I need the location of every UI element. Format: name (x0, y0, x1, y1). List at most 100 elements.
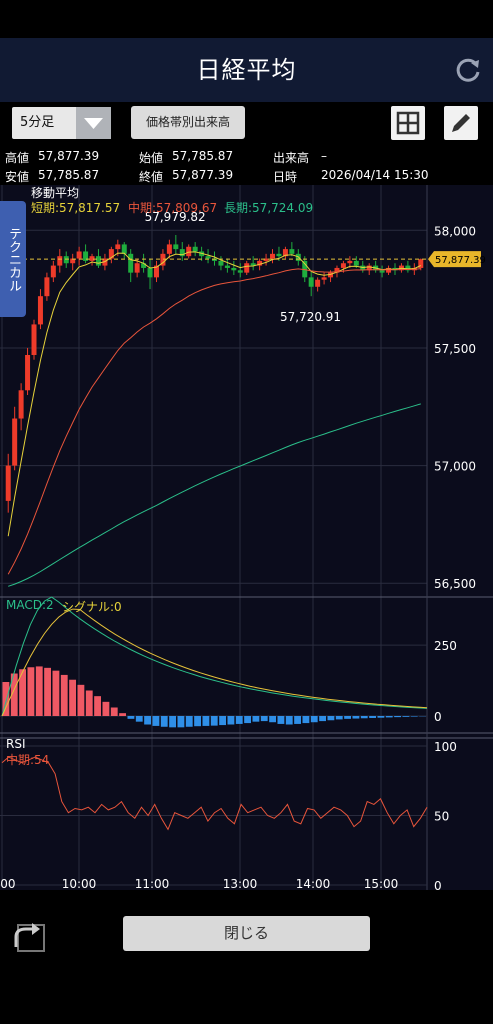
candle-body (70, 258, 76, 264)
candle-body (50, 265, 56, 278)
candle-body (147, 267, 153, 278)
pencil-icon[interactable] (444, 106, 478, 140)
candle-body (263, 258, 269, 261)
macd-bar (202, 716, 210, 726)
candle-body (166, 244, 172, 254)
rsi-tick-label: 100 (434, 740, 457, 754)
macd-bar (269, 716, 276, 723)
macd-bar (227, 716, 235, 725)
candle-body (244, 263, 250, 273)
macd-tick-label: 0 (434, 710, 442, 724)
candle-body (5, 465, 11, 501)
macd-bar (410, 716, 418, 717)
signal-line (1, 608, 428, 717)
price-band-volume-button[interactable]: 価格帯別出来高 (131, 106, 245, 139)
ma-short-line (7, 251, 422, 537)
candle-body (205, 256, 211, 259)
macd-bar (244, 716, 251, 724)
macd-bar (294, 716, 301, 724)
macd-line (1, 596, 428, 717)
macd-bar (302, 716, 310, 724)
candle-body (63, 256, 69, 264)
open-value: 57,785.87 (172, 149, 234, 163)
current-price-tag (428, 251, 481, 268)
candle-body (237, 270, 243, 273)
page-title: 日経平均 (196, 56, 297, 84)
ma-mid-label: 中期:57,809.67 (128, 201, 218, 215)
candle-body (379, 270, 385, 273)
macd-bar (152, 716, 160, 726)
volume-label: 出来高 (273, 151, 310, 165)
macd-bar (285, 716, 293, 725)
candle-body (31, 324, 37, 355)
macd-bar (402, 716, 410, 717)
macd-bar (69, 679, 76, 716)
macd-bar (377, 716, 385, 718)
high-annotation: 57,979.82 (145, 210, 206, 224)
macd-bar (52, 670, 60, 716)
candle-body (44, 277, 50, 297)
macd-bar (369, 716, 376, 718)
macd-bar (2, 682, 10, 716)
period-select[interactable]: 5分足 (12, 107, 111, 139)
candle-body (153, 265, 159, 278)
back-icon[interactable] (10, 917, 48, 953)
candle-body (347, 260, 353, 264)
candle-body (121, 244, 127, 254)
grid-icon[interactable] (391, 106, 425, 140)
candle-body (218, 260, 224, 266)
candle-body (18, 390, 24, 419)
macd-bar (260, 716, 268, 722)
chevron-down-icon (76, 107, 111, 139)
macd-bar (144, 716, 151, 725)
macd-bar (385, 716, 393, 718)
price-tick-label: 57,500 (434, 342, 476, 356)
rsi-line (1, 756, 428, 831)
nav-bar (0, 38, 493, 102)
macd-tick-label: 250 (434, 639, 457, 653)
candle-body (141, 263, 147, 268)
candle-body (250, 263, 256, 266)
candle-body (334, 267, 340, 273)
macd-bar (319, 716, 326, 722)
refresh-icon[interactable] (452, 54, 484, 86)
x-tick-label: 13:00 (223, 877, 258, 890)
macd-bar (335, 716, 343, 720)
candle-body (366, 265, 372, 271)
close-label: 終値 (139, 170, 164, 184)
candle-body (257, 260, 263, 266)
candle-body (276, 253, 282, 257)
candle-body (57, 256, 63, 266)
macd-bar (169, 716, 176, 728)
candle-body (173, 244, 179, 250)
x-tick-label: 14:00 (296, 877, 331, 890)
technical-side-tab[interactable]: テクニカル (0, 201, 26, 317)
macd-bar (160, 716, 168, 727)
current-price-label: 57,877.39 (435, 255, 486, 266)
stock-chart[interactable]: 58,000 57,500 57,000 56,500 57,877.39 57,979.… (0, 185, 493, 890)
candle-body (224, 265, 230, 268)
close-value: 57,877.39 (172, 168, 234, 182)
high-value: 57,877.39 (38, 149, 100, 163)
candle-body (270, 253, 276, 259)
low-label: 安値 (5, 170, 30, 184)
period-label: 5分足 (20, 115, 55, 130)
close-button[interactable]: 閉じる (123, 916, 370, 951)
x-tick-label: 15:00 (364, 877, 399, 890)
x-tick-label: 11:00 (135, 877, 170, 890)
candle-body (418, 259, 424, 268)
rsi-mid-label: 中期:54 (6, 753, 50, 767)
macd-bar (127, 716, 135, 719)
candle-body (308, 277, 314, 287)
chart-area[interactable] (0, 185, 493, 890)
macd-bar (77, 684, 85, 716)
macd-bar (35, 666, 43, 716)
candle-body (134, 263, 140, 273)
candle-body (289, 249, 295, 254)
low-annotation: 57,720.91 (280, 310, 341, 324)
macd-bar (102, 701, 110, 716)
macd-label: MACD:2 (6, 598, 54, 612)
macd-bar (27, 667, 35, 716)
volume-value: – (321, 149, 327, 163)
macd-bar (94, 696, 101, 716)
